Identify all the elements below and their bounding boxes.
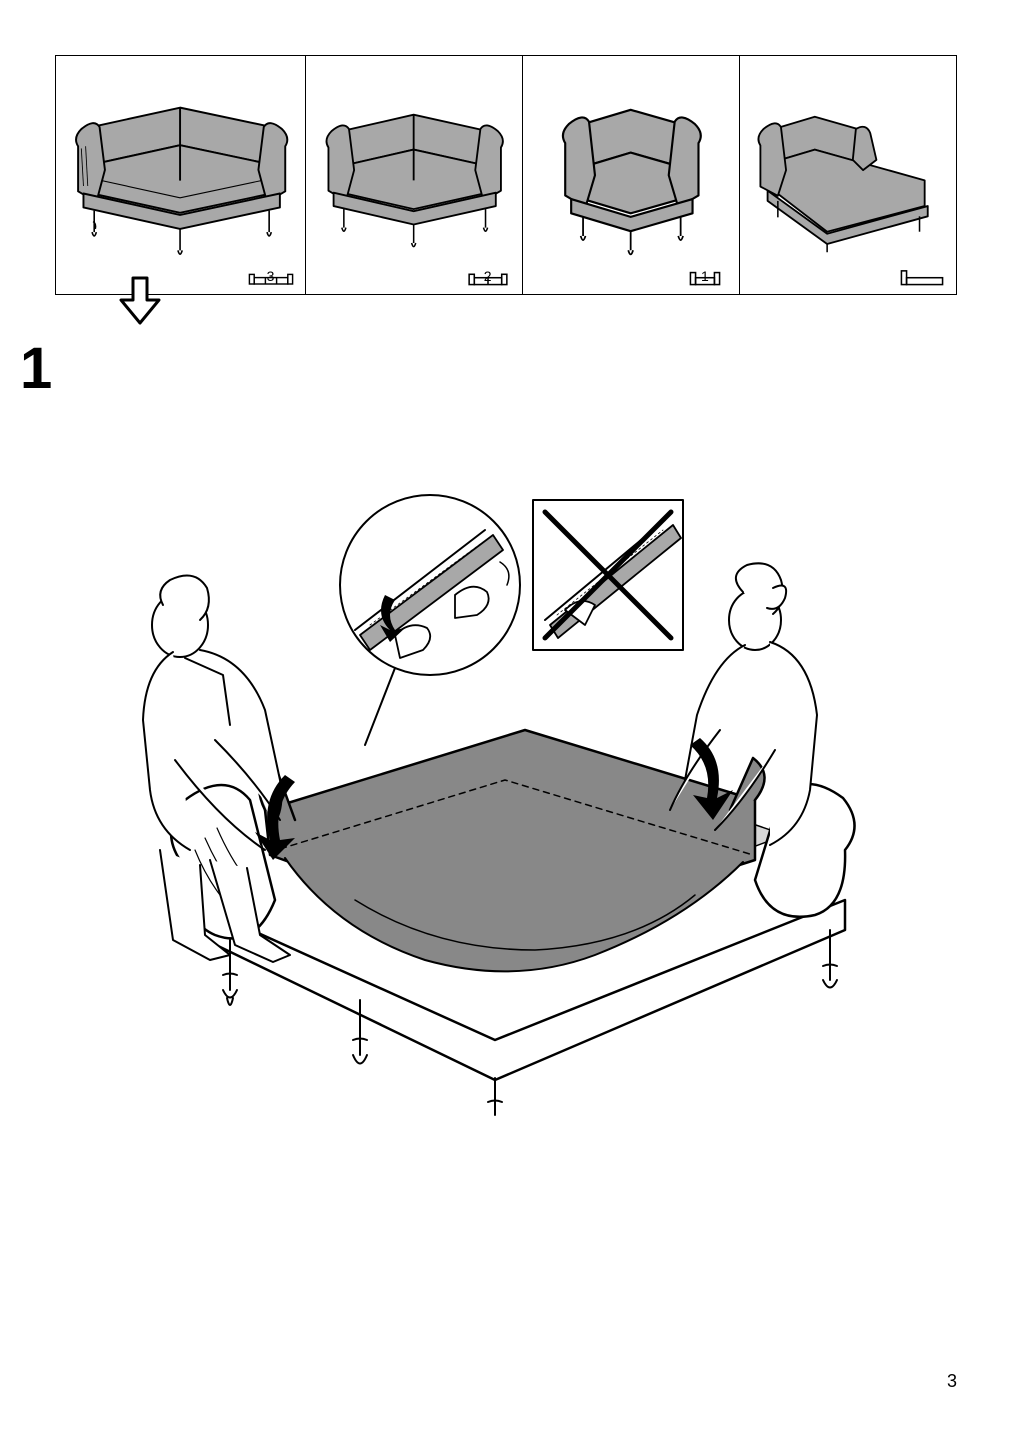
variant-3-seat: 3 (56, 56, 306, 294)
seat-count-label: 3 (267, 268, 275, 284)
seat-icon-3: 3 (247, 264, 295, 288)
page-number: 3 (947, 1371, 957, 1392)
sofa-2-illustration (311, 86, 516, 265)
seat-icon-1: 1 (681, 264, 729, 288)
step-number: 1 (20, 335, 52, 402)
variant-chaise (740, 56, 956, 294)
variants-row: 3 (55, 55, 957, 295)
variant-1-seat: 1 (523, 56, 740, 294)
main-step-illustration (55, 480, 915, 1120)
arrow-down-icon (115, 275, 165, 330)
seat-icon-chaise (898, 264, 946, 288)
seat-count-label: 1 (701, 268, 709, 284)
sofa-3-illustration (62, 86, 298, 265)
seat-count-label: 2 (484, 268, 492, 284)
seat-icon-2: 2 (464, 264, 512, 288)
chaise-illustration (745, 86, 950, 265)
armchair-illustration (528, 86, 733, 265)
variant-2-seat: 2 (306, 56, 523, 294)
